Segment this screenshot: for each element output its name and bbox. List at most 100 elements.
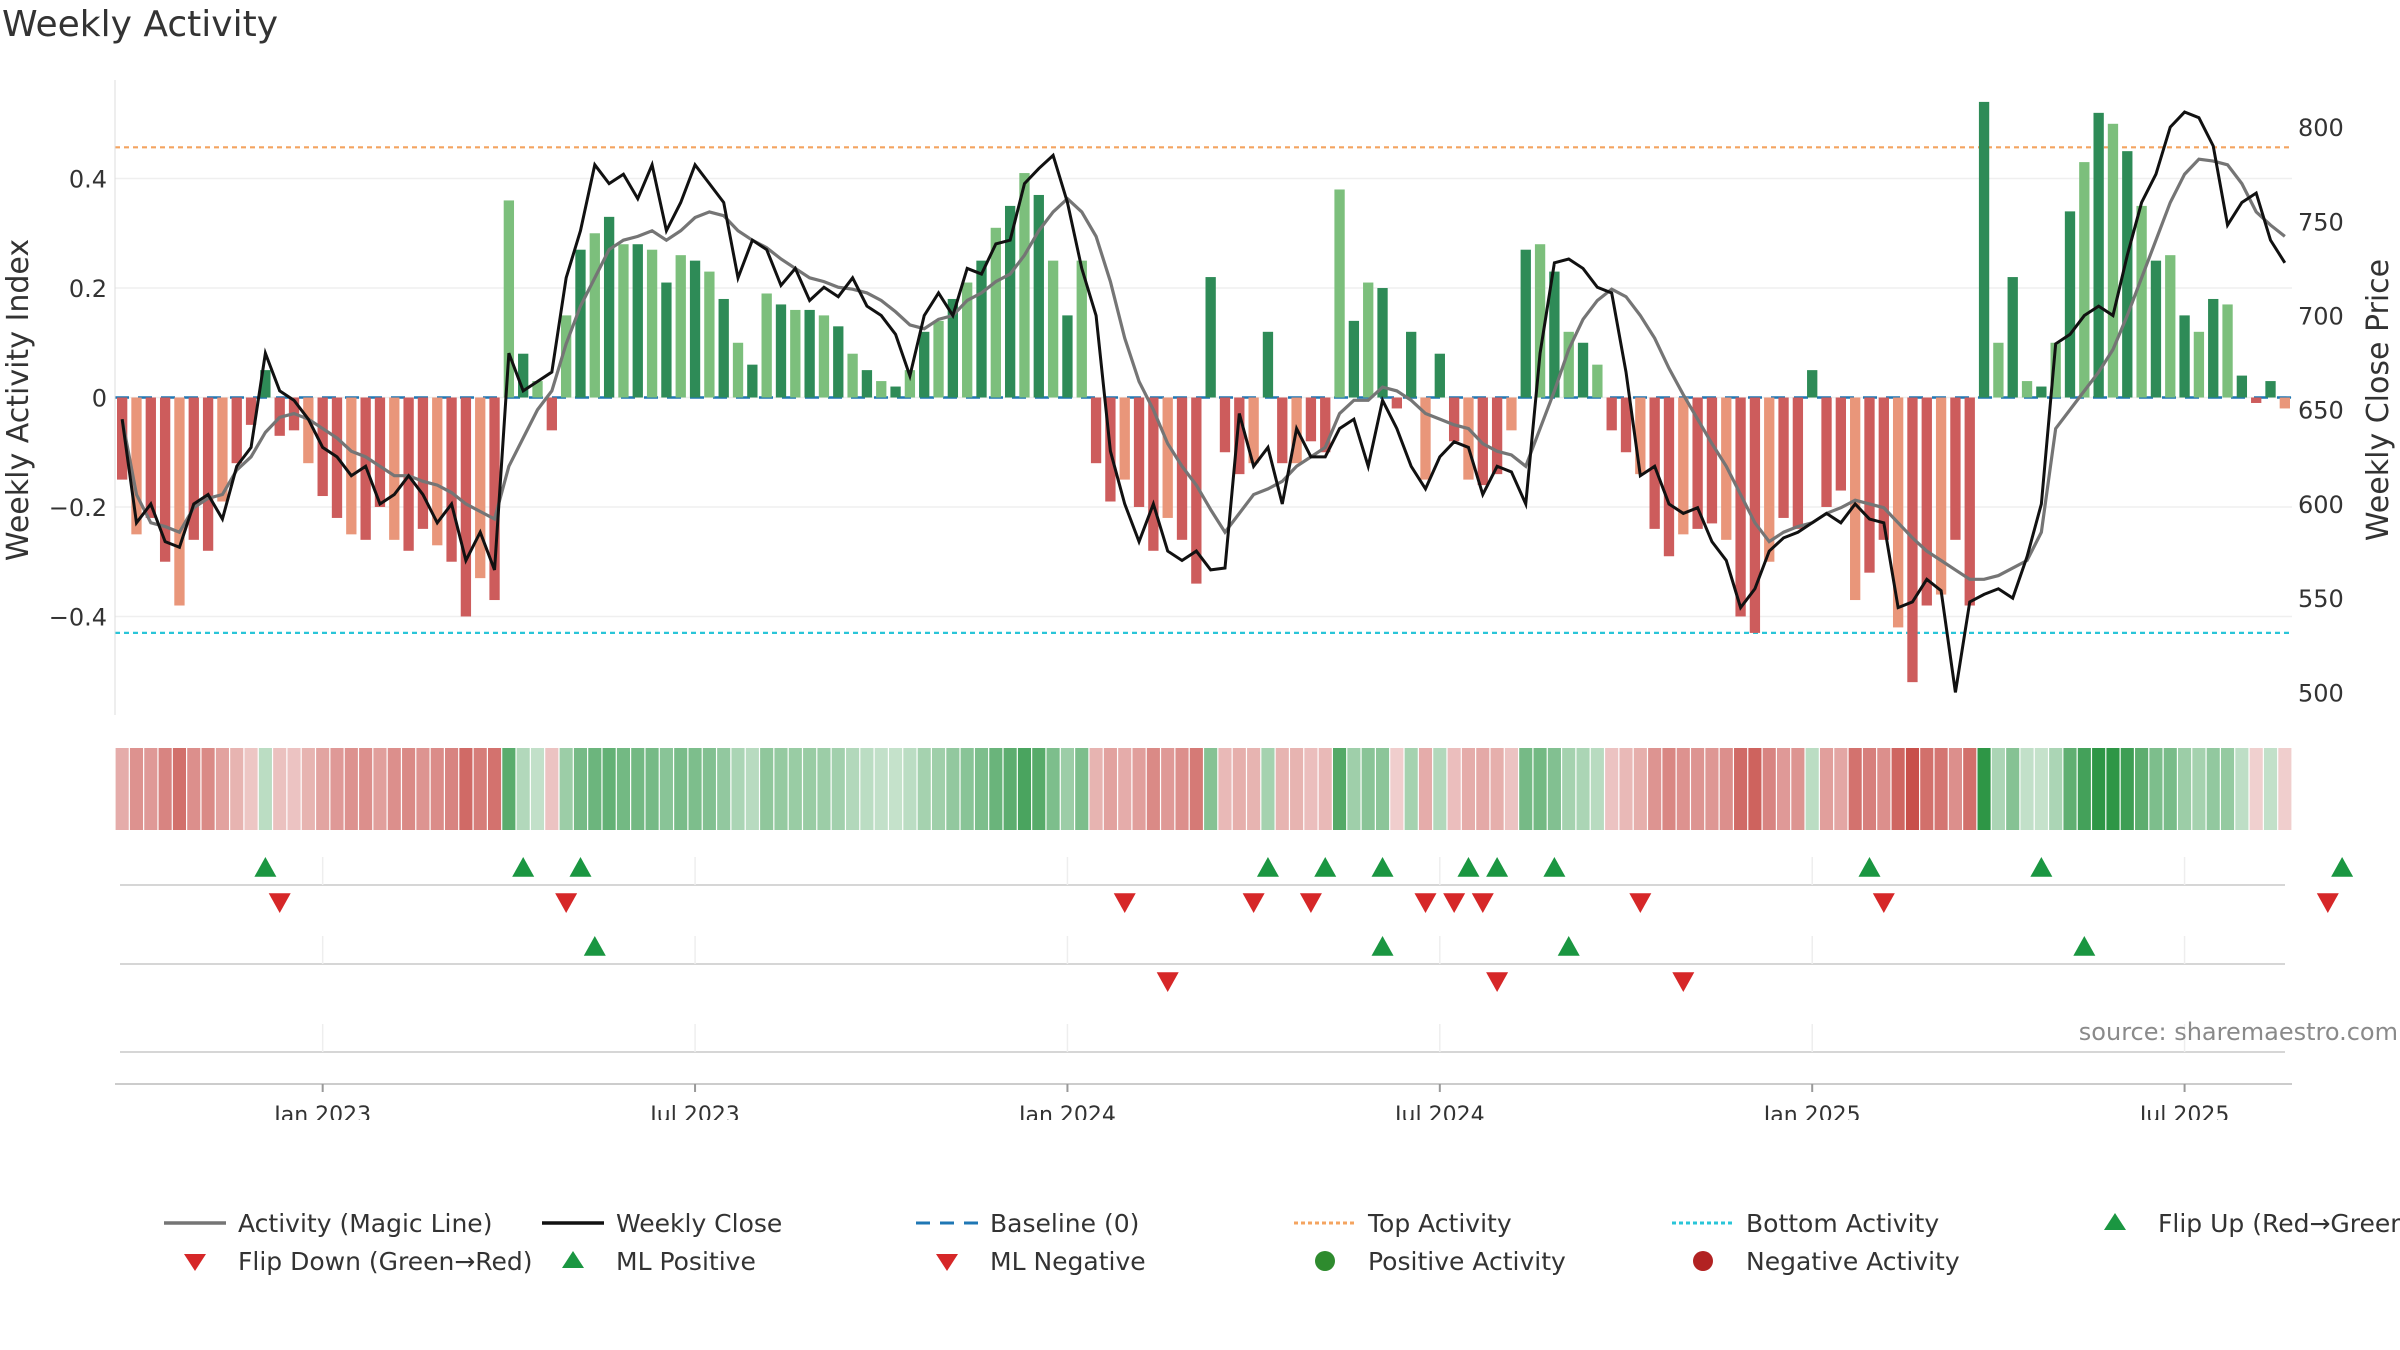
triangle-up-icon [562, 1251, 584, 1268]
activity-bar [2236, 375, 2248, 398]
legend: Activity (Magic Line) Weekly Close Baselin… [160, 1208, 2400, 1288]
heat-strip-cell [287, 748, 301, 830]
flip-down-marker [1113, 893, 1136, 913]
activity-bar [260, 370, 271, 398]
y-tick-right: 700 [2298, 303, 2344, 331]
heat-strip-cell [889, 748, 903, 830]
activity-bar [2251, 397, 2262, 403]
heat-strip-cell [616, 748, 631, 830]
heat-strip-cell [1275, 748, 1289, 830]
activity-bar [1248, 397, 1259, 464]
legend-swatch [1672, 1221, 1734, 1225]
heat-strip-cell [430, 748, 444, 830]
activity-bar [1764, 397, 1775, 562]
flip-up-marker [1543, 857, 1566, 877]
legend-item: Top Activity [1290, 1208, 1512, 1238]
activity-bar [1004, 205, 1016, 398]
legend-item: Flip Down (Green→Red) [160, 1246, 533, 1276]
heat-strip-cell [2149, 748, 2163, 830]
heat-strip-cell [1146, 748, 1160, 830]
source-note: source: sharemaestro.com [2078, 1018, 2398, 1046]
legend-swatch [562, 1251, 584, 1268]
heat-strip-cell [1218, 748, 1232, 830]
legend-item: ML Positive [538, 1246, 756, 1276]
heat-strip-cell [2020, 748, 2034, 830]
legend-label: ML Negative [990, 1246, 1146, 1276]
heat-strip-cell [473, 748, 487, 830]
flip-down-marker [1242, 893, 1265, 913]
heat-strip-cell [1547, 748, 1561, 830]
heat-strip-cell [1461, 748, 1476, 830]
legend-label: Positive Activity [1368, 1246, 1566, 1276]
heat-strip-cell [2063, 748, 2077, 830]
activity-bar [1993, 342, 2004, 398]
heat-strip-cell [2206, 748, 2220, 830]
magic-line [120, 157, 2286, 581]
heat-strip-cell [215, 748, 229, 830]
flip-up-marker [2331, 857, 2354, 877]
activity-bar [761, 293, 772, 398]
flip-down-marker [268, 893, 291, 913]
heat-strip-cell [445, 748, 459, 830]
activity-bar [646, 249, 658, 398]
activity-bar [1964, 397, 1975, 606]
activity-bar [1506, 397, 1517, 431]
x-tick-label: Jul 2024 [1393, 1103, 1485, 1120]
heat-strip-cell [2220, 748, 2235, 830]
heat-strip-cell [1433, 748, 1447, 830]
price-lines [120, 110, 2287, 693]
heat-strip-cell [1719, 748, 1733, 830]
legend-swatch [184, 1254, 206, 1271]
heat-strip-cell [989, 748, 1003, 830]
flip-down-marker [1443, 893, 1466, 913]
heat-strip-cell [1189, 748, 1203, 830]
heat-strip-cell [1819, 748, 1834, 830]
heat-strip-cell [1691, 748, 1705, 830]
heat-strip-cell [931, 748, 946, 830]
activity-bar [231, 397, 242, 464]
heat-strip-cell [459, 748, 473, 830]
activity-bar [2107, 123, 2119, 398]
heat-strip-cell [1132, 748, 1146, 830]
heat-strip-cell [115, 748, 129, 830]
activity-bar [1692, 397, 1703, 529]
heat-strip-cell [1290, 748, 1304, 830]
heat-strip-cell [1161, 748, 1175, 830]
legend-swatch [542, 1221, 604, 1225]
activity-bar [1406, 331, 1417, 398]
heat-strip-cell [258, 748, 272, 830]
heat-strip-cell [144, 748, 158, 830]
heat-strip-cell [129, 748, 144, 830]
activity-bar [174, 397, 185, 606]
activity-bar [1807, 370, 1818, 398]
activity-bar [2122, 151, 2133, 398]
activity-bar [202, 397, 214, 551]
heat-strip-cell [201, 748, 215, 830]
flip-down-marker [2316, 893, 2339, 913]
flip-up-marker [569, 857, 592, 877]
activity-bar [876, 381, 887, 398]
legend-item: Bottom Activity [1668, 1208, 1939, 1238]
activity-bar [1133, 397, 1145, 507]
heat-strip-cell [1791, 748, 1805, 830]
activity-bar [1606, 397, 1617, 431]
activity-bar [2208, 298, 2219, 398]
activity-bar [2093, 112, 2104, 398]
heat-strip-cell [731, 748, 745, 830]
heat-strip-cell [1977, 748, 1991, 830]
activity-bar [661, 282, 672, 398]
heat-strip-cell [2192, 748, 2206, 830]
heat-strip-cell [1705, 748, 1719, 830]
activity-bar [1348, 320, 1360, 398]
heat-strip-cell [1776, 748, 1791, 830]
activity-bar [1921, 397, 1932, 606]
activity-bar [1420, 397, 1431, 480]
x-axis: Jan 2023 Jul 2023 Jan 2024 Jul 2024 Jan 2025… [115, 1083, 2292, 1120]
heat-strip-cell [330, 748, 344, 830]
legend-item: ML Negative [912, 1246, 1146, 1276]
heat-strip-cell [2034, 748, 2048, 830]
activity-bar [1577, 342, 1589, 398]
activity-bar [1821, 397, 1832, 507]
activity-bar [1434, 353, 1445, 398]
legend-swatch [1294, 1221, 1356, 1225]
